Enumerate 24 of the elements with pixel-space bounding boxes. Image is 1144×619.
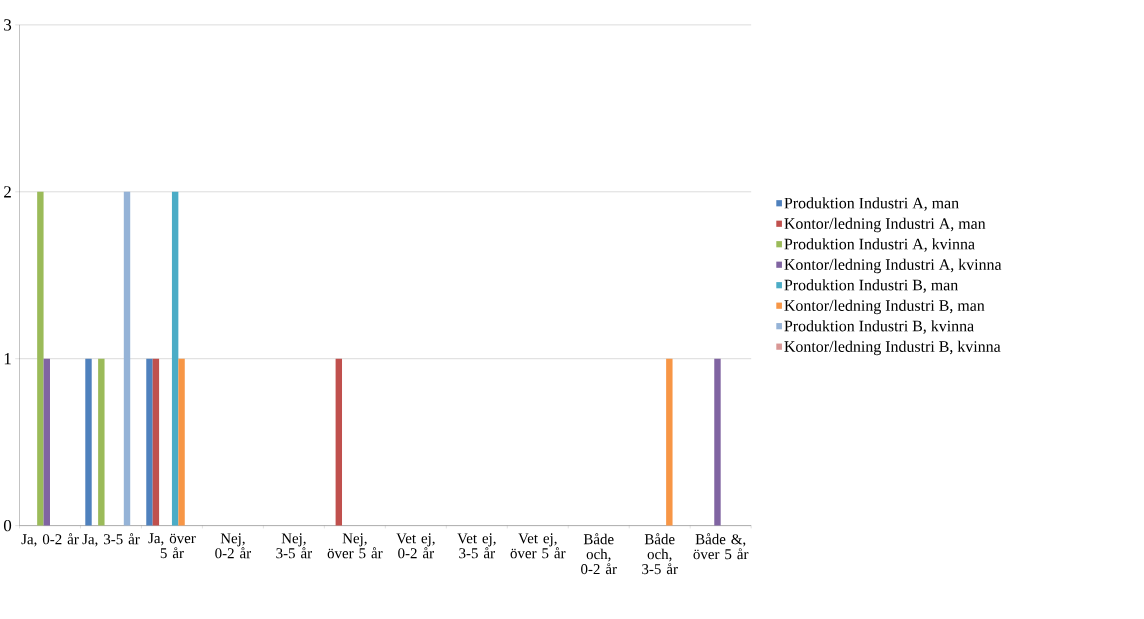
x-tick-label: Vet ej, 0-2 år [396,533,435,559]
x-tick-label: Ja, 3-5 år [82,533,140,547]
y-tick-label: 2 [4,186,11,198]
legend-label: Kontor/ledning Industri A, kvinna [784,258,1002,274]
x-tick-label: Vet ej, över 5 år [510,533,566,559]
legend-label: Produktion Industri B, man [784,279,958,293]
y-tick-label: 0 [3,519,12,532]
legend-label: Produktion Industri A, kvinna [784,238,975,252]
legend-label: Kontor/ledning Industri A, man [784,217,986,233]
x-tick-label: Ja, 0-2 år [21,533,79,547]
x-tick-label: Nej, över 5 år [327,533,383,559]
x-tick-label: Både &, över 5 år [693,533,749,560]
y-tick-label: 1 [4,353,11,365]
x-tick-label: Nej, 0-2 år [215,533,252,559]
x-tick-label: Vet ej, 3-5 år [457,533,496,559]
legend-label: Kontor/ledning Industri B, kvinna [784,340,1001,356]
x-tick-label: Nej, 3-5 år [276,533,312,559]
legend-label: Produktion Industri A, man [784,197,959,211]
legend-label: Kontor/ledning Industri B, man [784,299,985,315]
x-tick-label: Ja, över 5 år [148,533,196,559]
x-tick-label: Både och, 0-2 år [581,533,617,575]
y-tick-label: 3 [4,19,12,31]
legend-label: Produktion Industri B, kvinna [784,320,974,334]
x-tick-label: Både och, 3-5 år [642,533,678,575]
